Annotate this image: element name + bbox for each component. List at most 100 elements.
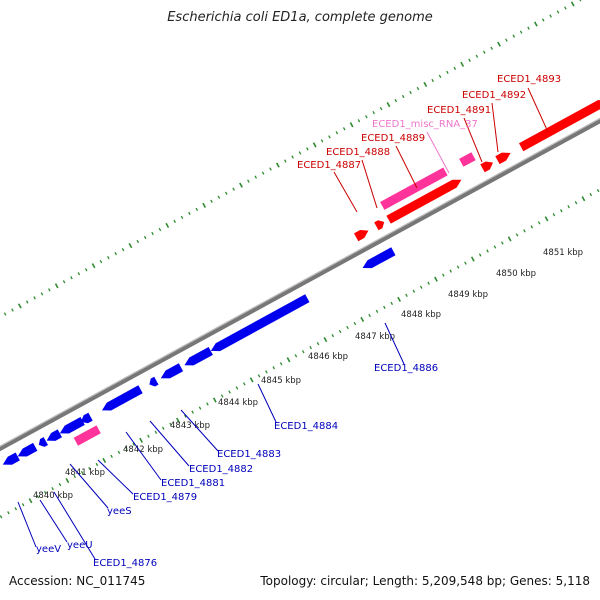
inner-tick xyxy=(442,273,445,277)
outer-tick xyxy=(17,303,22,309)
outer-tick xyxy=(549,14,552,18)
inner-tick xyxy=(51,486,54,491)
outer-tick xyxy=(482,50,486,54)
inner-tick xyxy=(353,321,357,326)
inner-tick xyxy=(147,434,150,438)
forward-leader-line xyxy=(463,117,483,163)
forward-gene-label: ECED1_4887 xyxy=(297,160,361,171)
inner-tick xyxy=(537,221,541,225)
kbp-tick-label: 4851 kbp xyxy=(543,248,583,258)
outer-tick xyxy=(224,191,228,195)
forward-gene-label: ECED1_4891 xyxy=(427,105,491,116)
outer-tick xyxy=(25,300,29,304)
forward-feature xyxy=(386,179,462,224)
outer-tick xyxy=(107,256,110,260)
inner-tick xyxy=(390,301,394,305)
map-title: Escherichia coli ED1a, complete genome xyxy=(167,10,433,25)
inner-tick xyxy=(279,362,283,366)
inner-tick xyxy=(206,402,209,406)
reverse-gene-label: ECED1_4883 xyxy=(217,449,281,460)
outer-tick xyxy=(453,66,457,70)
outer-tick xyxy=(556,10,560,14)
outer-tick xyxy=(372,111,375,115)
inner-tick xyxy=(139,437,143,443)
inner-tick xyxy=(43,491,47,495)
rna-feature xyxy=(459,152,476,167)
forward-gene-label: ECED1_4893 xyxy=(497,74,561,85)
inner-tick xyxy=(265,370,268,374)
inner-tick xyxy=(559,209,563,213)
reverse-gene-label: ECED1_4882 xyxy=(189,464,253,475)
reverse-gene-label: ECED1_4886 xyxy=(374,363,438,374)
forward-leader-line xyxy=(361,159,378,209)
inner-tick xyxy=(0,515,3,519)
inner-tick xyxy=(125,446,128,450)
outer-tick xyxy=(247,179,250,183)
reverse-gene-label: yeeS xyxy=(107,506,132,517)
outer-tick xyxy=(365,115,368,119)
inner-tick xyxy=(316,342,320,346)
reverse-feature xyxy=(160,363,184,379)
outer-tick xyxy=(342,127,346,131)
inner-tick xyxy=(176,417,180,423)
reverse-gene-label: ECED1_4881 xyxy=(161,478,225,489)
backbone-highlight xyxy=(0,117,600,447)
inner-tick xyxy=(14,507,18,511)
outer-tick xyxy=(328,135,331,139)
outer-tick xyxy=(320,139,324,143)
outer-tick xyxy=(275,162,280,168)
kbp-tick-label: 4849 kbp xyxy=(448,290,488,300)
reverse-feature xyxy=(59,417,85,434)
outer-tick xyxy=(438,74,442,79)
inner-tick xyxy=(552,213,556,217)
outer-tick xyxy=(11,308,14,312)
outer-tick xyxy=(298,151,302,155)
inner-tick xyxy=(7,511,10,515)
inner-tick xyxy=(515,233,519,237)
outer-tick xyxy=(136,239,140,244)
inner-tick xyxy=(464,261,467,265)
forward-leader-line xyxy=(491,102,499,153)
reverse-leader-line xyxy=(97,459,134,495)
gene-labels: ECED1_4887 ECED1_4888 ECED1_4889 ECED1_misc… xyxy=(36,74,561,569)
outer-tick xyxy=(99,260,103,264)
forward-leader-line xyxy=(395,145,418,189)
inner-tick xyxy=(434,276,438,282)
inner-tick xyxy=(478,253,482,257)
outer-tick xyxy=(114,251,117,256)
inner-tick xyxy=(102,457,107,464)
inner-tick xyxy=(567,205,570,209)
outer-tick xyxy=(40,292,44,296)
reverse-feature xyxy=(17,442,38,457)
outer-tick xyxy=(62,280,66,284)
inner-tick xyxy=(493,245,497,249)
reverse-feature xyxy=(80,412,93,424)
rna-feature xyxy=(73,425,101,446)
inner-tick xyxy=(132,442,136,446)
reverse-leader-line xyxy=(180,409,219,452)
outer-tick xyxy=(128,242,133,249)
outer-tick xyxy=(188,211,191,215)
outer-tick xyxy=(409,90,412,95)
outer-tick xyxy=(143,235,147,240)
reverse-leader-line xyxy=(384,322,405,365)
forward-leader-line xyxy=(426,131,450,174)
outer-tick xyxy=(48,288,51,292)
outer-tick xyxy=(202,202,207,208)
outer-tick xyxy=(254,175,258,179)
outer-tick xyxy=(121,247,125,252)
inner-tick xyxy=(581,196,586,202)
outer-tick xyxy=(505,38,508,42)
kbp-tick-label: 4847 kbp xyxy=(355,332,395,342)
inner-tick xyxy=(198,406,202,410)
outer-tick xyxy=(77,272,81,276)
outer-tick xyxy=(512,34,516,38)
genome-summary: Topology: circular; Length: 5,209,548 bp… xyxy=(260,574,590,588)
inner-tick xyxy=(65,477,70,484)
outer-tick xyxy=(386,102,391,108)
kbp-tick-label: 4846 kbp xyxy=(308,352,348,362)
reverse-feature xyxy=(184,347,213,366)
outer-tick xyxy=(468,58,471,62)
outer-tick xyxy=(84,268,88,272)
